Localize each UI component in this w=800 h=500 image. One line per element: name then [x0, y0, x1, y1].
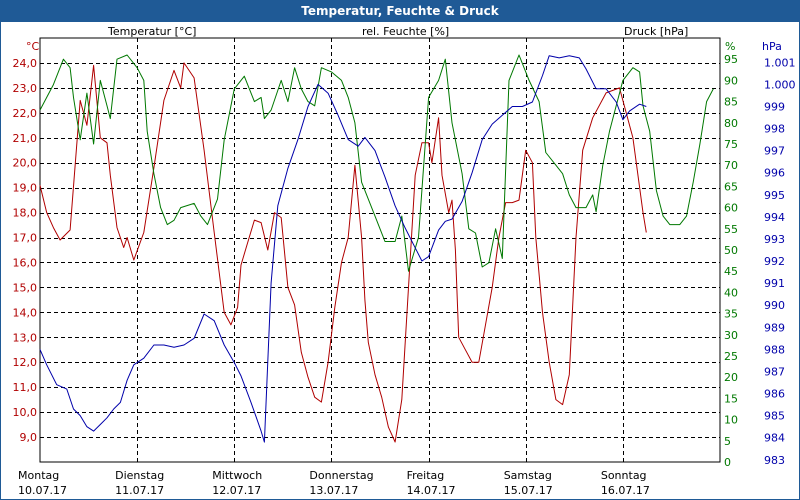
- humidity-tick-label: 60: [724, 202, 738, 215]
- day-weekday-label: Dienstag: [115, 469, 164, 482]
- day-date-label: 15.07.17: [504, 484, 553, 497]
- day-weekday-label: Samstag: [504, 469, 552, 482]
- pressure-tick-label: 989: [764, 321, 785, 334]
- temperature-tick-label: 16,0: [13, 256, 38, 269]
- humidity-tick-label: 70: [724, 159, 738, 172]
- pressure-tick-label: 1.000: [764, 78, 796, 91]
- plot-border: [39, 37, 721, 463]
- pressure-tick-label: 999: [764, 100, 785, 113]
- day-date-label: 10.07.17: [18, 484, 67, 497]
- temperature-tick-label: 18,0: [13, 207, 38, 220]
- pressure-tick-label: 996: [764, 167, 785, 180]
- temperature-tick-label: 10,0: [13, 406, 38, 419]
- humidity-tick-label: 65: [724, 180, 738, 193]
- humidity-tick-label: 95: [724, 53, 738, 66]
- day-date-label: 12.07.17: [212, 484, 261, 497]
- temperature-tick-label: 17,0: [13, 232, 38, 245]
- temperature-tick-label: 15,0: [13, 281, 38, 294]
- pressure-tick-label: 987: [764, 365, 785, 378]
- day-date-label: 16.07.17: [601, 484, 650, 497]
- pressure-tick-label: 991: [764, 277, 785, 290]
- humidity-tick-label: 0: [724, 456, 731, 469]
- temperature-tick-label: 12,0: [13, 356, 38, 369]
- pressure-axis-title: Druck [hPa]: [624, 25, 689, 38]
- temperature-unit-label: °C: [26, 40, 40, 53]
- humidity-tick-label: 25: [724, 350, 738, 363]
- temperature-tick-label: 19,0: [13, 182, 38, 195]
- temperature-tick-label: 22,0: [13, 107, 38, 120]
- pressure-unit-label: hPa: [762, 40, 782, 53]
- temperature-tick-label: 21,0: [13, 132, 38, 145]
- humidity-tick-label: 35: [724, 308, 738, 321]
- pressure-tick-label: 995: [764, 189, 785, 202]
- humidity-tick-label: 10: [724, 414, 738, 427]
- humidity-tick-label: 75: [724, 138, 738, 151]
- humidity-tick-label: 20: [724, 371, 738, 384]
- humidity-tick-label: 80: [724, 117, 738, 130]
- pressure-tick-label: 998: [764, 123, 785, 136]
- day-weekday-label: Mittwoch: [212, 469, 262, 482]
- temperature-tick-label: 13,0: [13, 331, 38, 344]
- humidity-tick-label: 30: [724, 329, 738, 342]
- day-weekday-label: Freitag: [407, 469, 445, 482]
- temperature-tick-label: 24,0: [13, 57, 38, 70]
- day-weekday-label: Montag: [18, 469, 59, 482]
- temperature-tick-label: 14,0: [13, 306, 38, 319]
- humidity-tick-label: 85: [724, 96, 738, 109]
- pressure-tick-label: 993: [764, 233, 785, 246]
- pressure-tick-label: 994: [764, 211, 785, 224]
- temperature-series-line: [39, 62, 647, 443]
- pressure-tick-label: 988: [764, 343, 785, 356]
- pressure-tick-label: 997: [764, 145, 785, 158]
- day-date-label: 11.07.17: [115, 484, 164, 497]
- humidity-tick-label: 5: [724, 435, 731, 448]
- pressure-tick-label: 983: [764, 454, 785, 467]
- pressure-tick-label: 986: [764, 388, 785, 401]
- humidity-tick-label: 50: [724, 244, 738, 257]
- day-date-label: 14.07.17: [407, 484, 456, 497]
- day-weekday-label: Sonntag: [601, 469, 647, 482]
- humidity-unit-label: %: [725, 40, 735, 53]
- humidity-tick-label: 90: [724, 74, 738, 87]
- pressure-tick-label: 990: [764, 299, 785, 312]
- pressure-series-line: [39, 55, 647, 443]
- pressure-tick-label: 985: [764, 410, 785, 423]
- day-weekday-label: Donnerstag: [309, 469, 373, 482]
- day-date-label: 13.07.17: [309, 484, 358, 497]
- temperature-tick-label: 9,0: [20, 431, 38, 444]
- pressure-tick-label: 992: [764, 255, 785, 268]
- humidity-series-line: [39, 54, 714, 272]
- pressure-tick-label: 984: [764, 432, 785, 445]
- humidity-tick-label: 55: [724, 223, 738, 236]
- humidity-tick-label: 15: [724, 392, 738, 405]
- humidity-axis-title: rel. Feuchte [%]: [362, 25, 450, 38]
- temperature-axis-title: Temperatur [°C]: [108, 25, 197, 38]
- humidity-tick-label: 40: [724, 286, 738, 299]
- pressure-tick-label: 1.001: [764, 56, 796, 69]
- humidity-tick-label: 45: [724, 265, 738, 278]
- temperature-tick-label: 11,0: [13, 381, 38, 394]
- temperature-tick-label: 20,0: [13, 157, 38, 170]
- window-title: Temperatur, Feuchte & Druck: [1, 1, 799, 22]
- temperature-tick-label: 23,0: [13, 82, 38, 95]
